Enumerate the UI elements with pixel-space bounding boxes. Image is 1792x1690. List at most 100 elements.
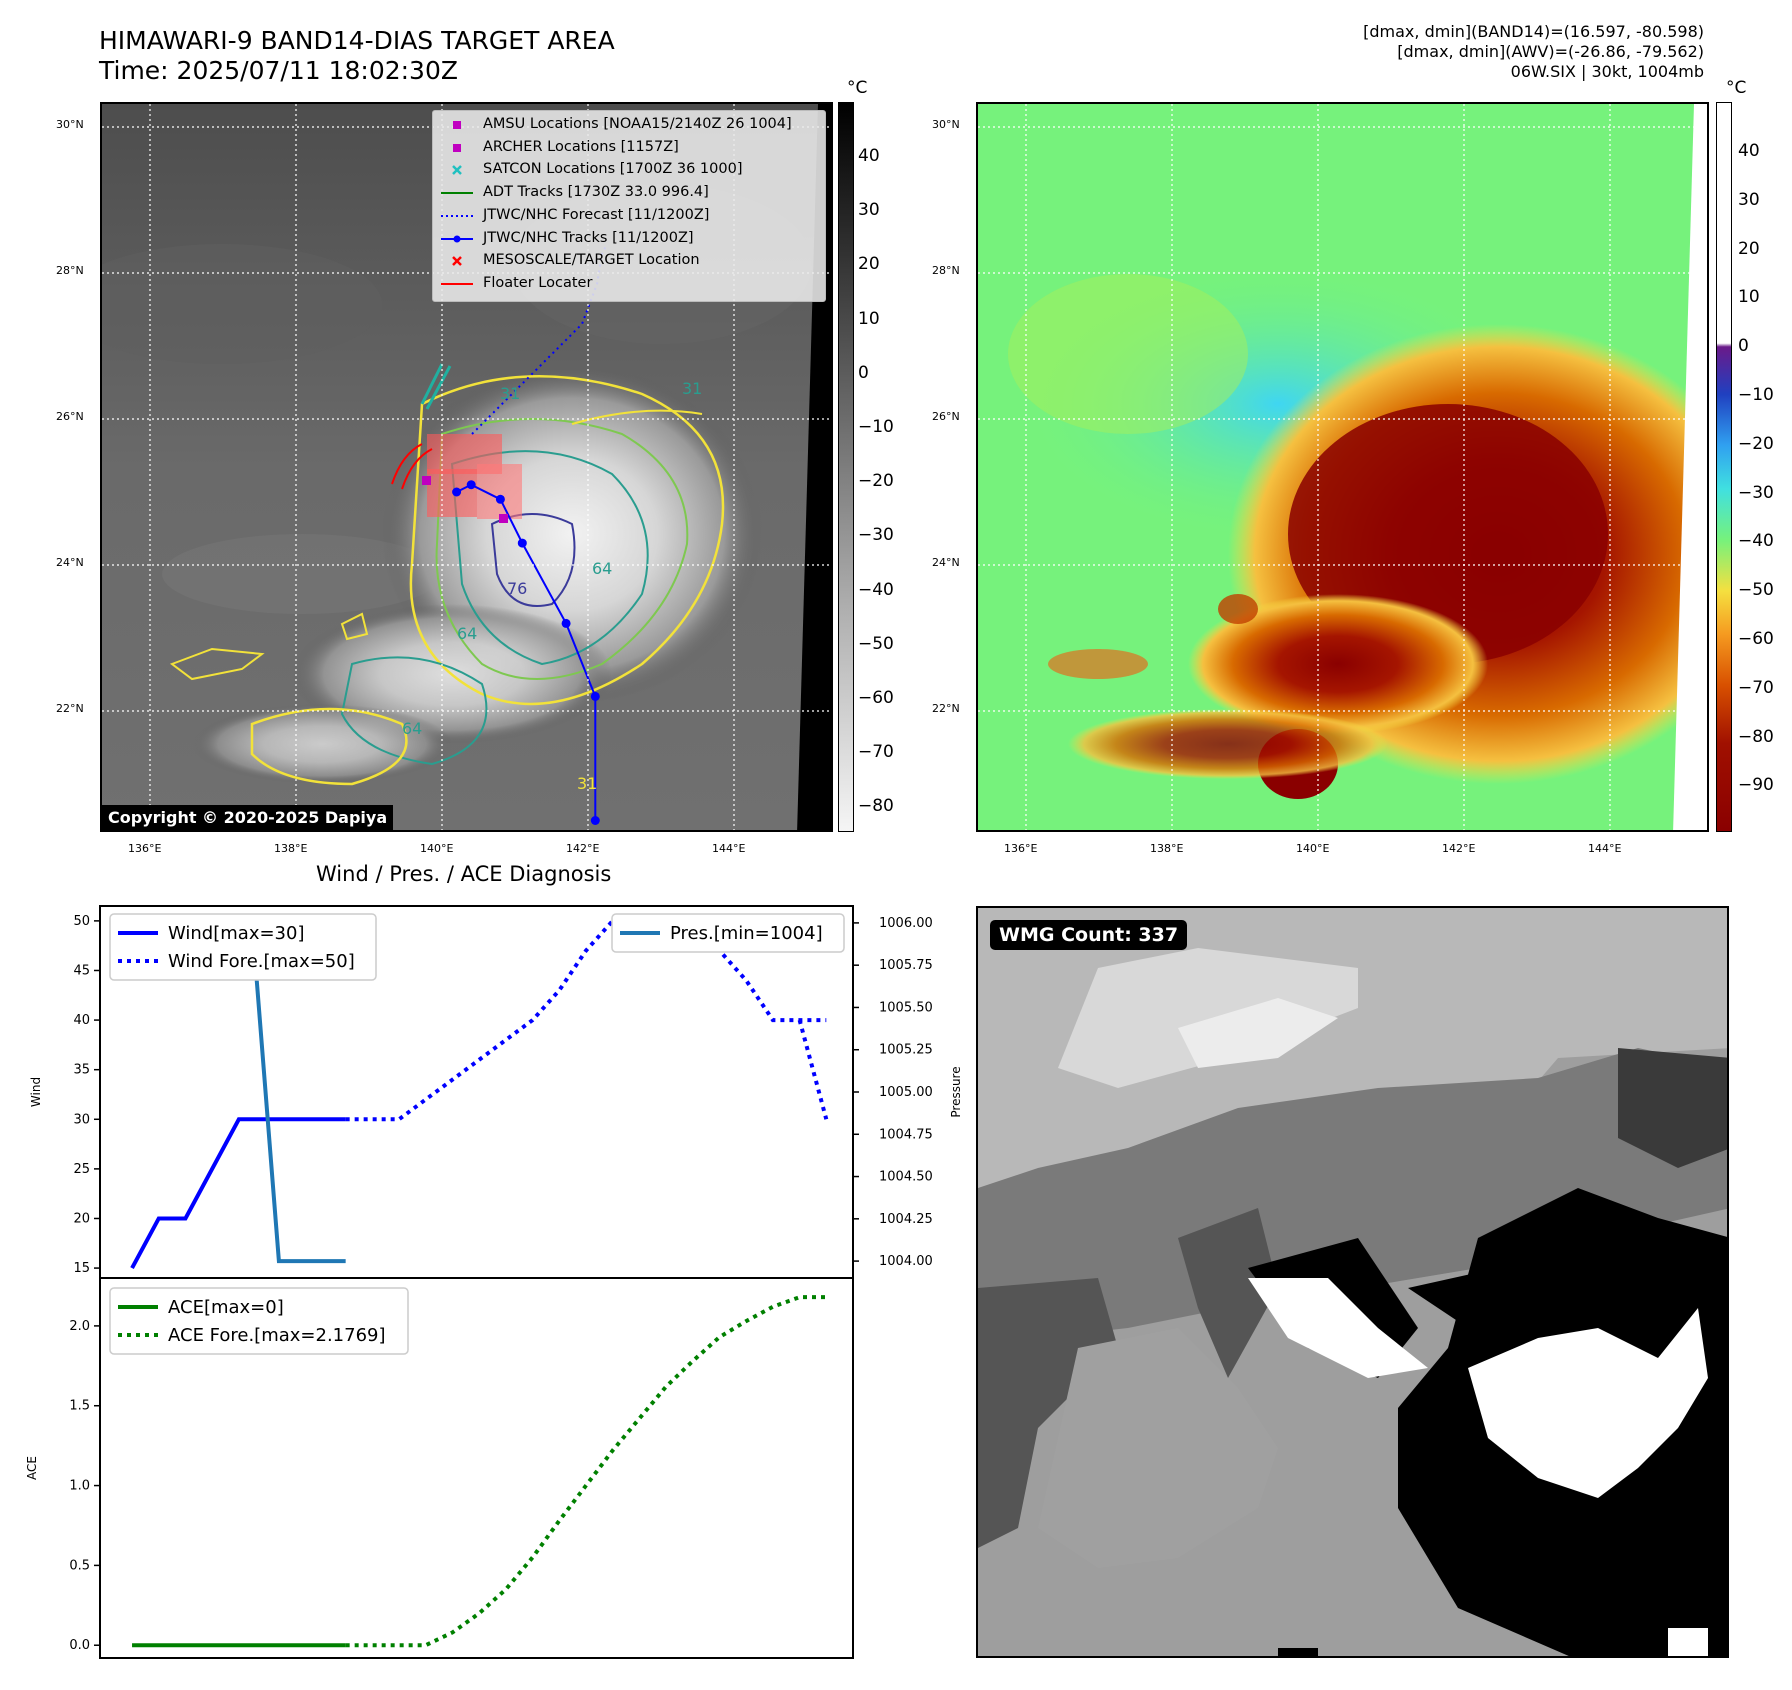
wind-y-tick: 30 xyxy=(73,1112,90,1127)
ace-y-tick: 0.0 xyxy=(69,1638,90,1653)
contour-label: 76 xyxy=(507,579,527,598)
ir-colorbar-tick: 0 xyxy=(858,362,869,383)
lat-tick-label: 28°N xyxy=(56,264,84,277)
ir-colorbar-tick: −20 xyxy=(858,471,894,492)
lon-tick-label: 136°E xyxy=(1004,842,1038,855)
chart-legend xyxy=(109,1287,409,1355)
chart-legend xyxy=(611,913,845,953)
x-icon xyxy=(452,256,462,267)
ir-colorbar-tick: −10 xyxy=(858,417,894,437)
legend-label: Wind Fore.[max=50] xyxy=(168,951,355,972)
color-colorbar-tick: 0 xyxy=(1738,336,1749,357)
info-line-1: [dmax, dmin](BAND14)=(16.597, -80.598) xyxy=(1363,22,1704,41)
track-point xyxy=(590,816,600,825)
pressure-y-tick: 1004.25 xyxy=(879,1212,933,1227)
ir-colorbar-unit: °C xyxy=(847,78,868,98)
lon-tick-label: 140°E xyxy=(1296,842,1330,855)
lon-tick-label: 138°E xyxy=(274,842,308,855)
ir-colorbar-tick: 40 xyxy=(858,146,880,166)
legend-label: AMSU Locations [NOAA15/2140Z 26 1004] xyxy=(483,116,792,132)
ir-colorbar-tick: −80 xyxy=(858,796,894,817)
lon-tick-label: 144°E xyxy=(1588,842,1622,855)
ir-colorbar-tick: −50 xyxy=(858,633,894,654)
legend-label: Floater Locater xyxy=(483,274,593,291)
ir-colorbar-tick: −40 xyxy=(858,579,894,600)
color-colorbar-tick: −30 xyxy=(1738,482,1774,503)
contour-label: 64 xyxy=(592,559,612,578)
pressure-y-tick: 1005.00 xyxy=(879,1085,933,1100)
wind-forecast-tail-line xyxy=(797,1019,829,1120)
pressure-y-tick: 1005.25 xyxy=(879,1043,933,1058)
wind-forecast-line xyxy=(345,918,827,1122)
color-satellite-panel xyxy=(976,102,1709,832)
track-point xyxy=(466,480,476,490)
square-icon xyxy=(453,121,461,129)
line-icon xyxy=(441,282,473,285)
ir-colorbar-tick: 30 xyxy=(858,200,880,221)
square-icon xyxy=(453,143,461,152)
legend-label: Pres.[min=1004] xyxy=(670,923,823,944)
lat-tick-label: 22°N xyxy=(932,702,960,715)
color-colorbar-tick: 10 xyxy=(1738,287,1760,308)
wind-y-tick: 40 xyxy=(73,1013,90,1028)
pressure-y-tick: 1004.00 xyxy=(879,1254,933,1269)
lon-tick-label: 142°E xyxy=(1442,842,1476,855)
color-colorbar-unit: °C xyxy=(1726,78,1747,98)
pressure-y-tick: 1004.50 xyxy=(879,1170,933,1185)
ace-y-tick: 1.5 xyxy=(69,1399,90,1414)
wind-y-tick: 45 xyxy=(73,963,90,978)
color-colorbar-tick: 30 xyxy=(1738,189,1760,210)
diagnosis-title: Wind / Pres. / ACE Diagnosis xyxy=(316,862,612,886)
legend-label: SATCON Locations [1700Z 36 1000] xyxy=(483,161,743,178)
copyright-label: Copyright © 2020-2025 Dapiya xyxy=(102,805,394,830)
lat-tick-label: 24°N xyxy=(932,556,960,569)
info-line-3: 06W.SIX | 30kt, 1004mb xyxy=(1510,62,1704,81)
color-colorbar-tick: −80 xyxy=(1738,726,1774,747)
lat-tick-label: 26°N xyxy=(56,410,84,423)
lat-tick-label: 26°N xyxy=(932,410,960,423)
wmg-panel: WMG Count: 337 xyxy=(976,906,1729,1658)
lat-tick-label: 28°N xyxy=(932,264,960,277)
lon-tick-label: 140°E xyxy=(420,842,454,855)
ir-colorbar-tick: 10 xyxy=(858,308,880,329)
lon-tick-label: 142°E xyxy=(566,842,600,855)
lon-tick-label: 136°E xyxy=(128,842,162,855)
diagnostic-info: [dmax, dmin](BAND14)=(16.597, -80.598) [… xyxy=(1363,22,1704,82)
color-colorbar-tick: −50 xyxy=(1738,580,1774,601)
ace-axis-label: ACE xyxy=(25,1456,39,1480)
color-colorbar-tick: 20 xyxy=(1738,238,1760,259)
color-colorbar-tick: −10 xyxy=(1738,385,1774,405)
wmg-count-badge: WMG Count: 337 xyxy=(990,920,1188,950)
pressure-axis-label: Pressure xyxy=(949,1066,963,1117)
track-point xyxy=(495,494,505,504)
line-icon xyxy=(441,192,473,195)
legend-label: JTWC/NHC Tracks [11/1200Z] xyxy=(483,229,694,246)
ir-satellite-panel: 31 31 64 64 64 76 31 AMSU Locations [NOA… xyxy=(100,102,833,832)
legend-label: Wind[max=30] xyxy=(168,923,305,944)
ace-y-tick: 0.5 xyxy=(69,1558,90,1573)
track-point xyxy=(517,538,527,548)
color-imagery xyxy=(978,104,1707,830)
wind-y-tick: 20 xyxy=(73,1211,90,1226)
ir-colorbar xyxy=(838,102,854,832)
legend-label: ADT Tracks [1730Z 33.0 996.4] xyxy=(483,184,709,201)
ir-legend: AMSU Locations [NOAA15/2140Z 26 1004] ARC… xyxy=(432,110,826,302)
legend-label: JTWC/NHC Forecast [11/1200Z] xyxy=(483,206,710,223)
color-colorbar-tick: 40 xyxy=(1738,141,1760,161)
lat-tick-label: 22°N xyxy=(56,702,84,715)
lat-tick-label: 24°N xyxy=(56,556,84,569)
plot-frame xyxy=(99,1277,854,1659)
color-colorbar-tick: −90 xyxy=(1738,775,1774,796)
contour-label: 31 xyxy=(577,774,597,793)
wmg-imagery xyxy=(978,908,1727,1656)
legend-label: MESOSCALE/TARGET Location xyxy=(483,252,700,269)
contour-label: 31 xyxy=(500,384,520,403)
contour-label: 64 xyxy=(402,719,422,738)
title-line-2: Time: 2025/07/11 18:02:30Z xyxy=(99,56,458,85)
ace-forecast-line xyxy=(345,1295,827,1648)
pressure-y-tick: 1005.50 xyxy=(879,1000,933,1015)
wind-y-tick: 15 xyxy=(73,1261,90,1276)
lat-tick-label: 30°N xyxy=(932,118,960,131)
dotted-icon xyxy=(441,214,473,217)
track-point xyxy=(561,618,571,628)
